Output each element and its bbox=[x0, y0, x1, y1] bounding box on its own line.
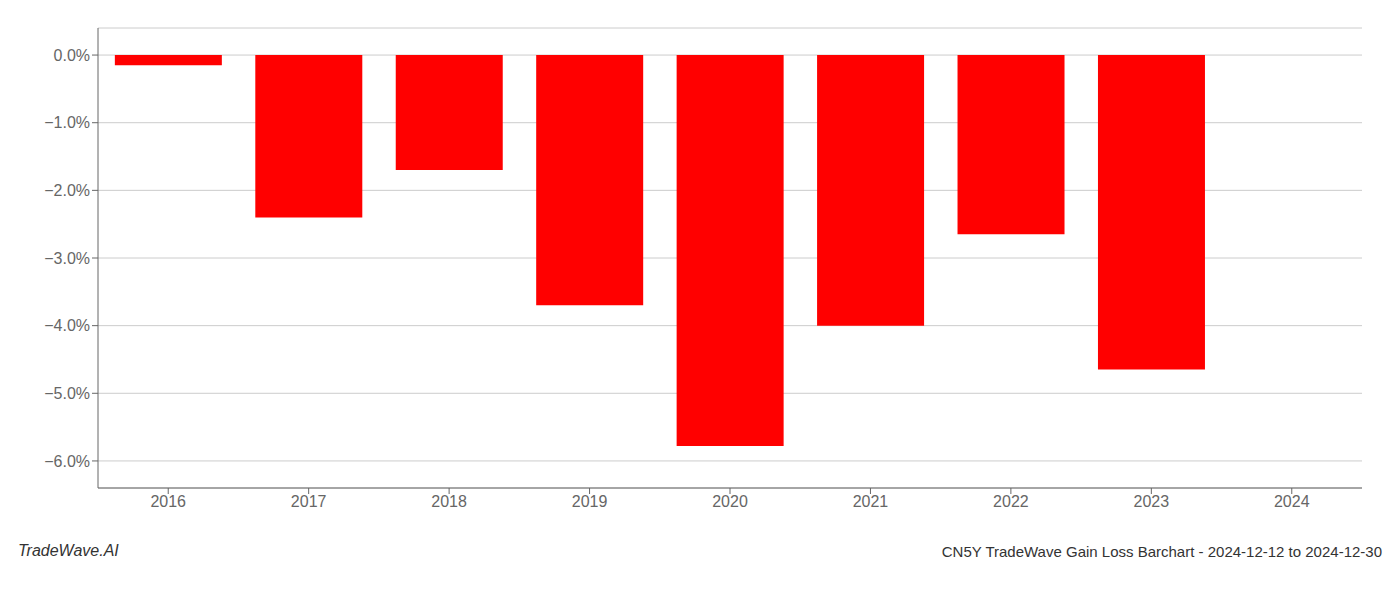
svg-text:2017: 2017 bbox=[291, 493, 327, 510]
html-text:TradeWave.AI: TradeWave.AI bbox=[18, 542, 119, 559]
svg-text:2023: 2023 bbox=[1134, 493, 1170, 510]
svg-text:−6.0%: −6.0% bbox=[44, 453, 90, 470]
svg-text:2022: 2022 bbox=[993, 493, 1029, 510]
html-text:CN5Y TradeWave Gain Loss Barch: CN5Y TradeWave Gain Loss Barchart - 2024… bbox=[941, 543, 1382, 560]
svg-text:2021: 2021 bbox=[853, 493, 889, 510]
svg-text:2019: 2019 bbox=[572, 493, 608, 510]
svg-text:−4.0%: −4.0% bbox=[44, 317, 90, 334]
svg-text:−2.0%: −2.0% bbox=[44, 182, 90, 199]
svg-text:0.0%: 0.0% bbox=[54, 47, 90, 64]
svg-text:−5.0%: −5.0% bbox=[44, 385, 90, 402]
svg-text:2016: 2016 bbox=[150, 493, 186, 510]
svg-text:2018: 2018 bbox=[431, 493, 467, 510]
svg-text:−1.0%: −1.0% bbox=[44, 114, 90, 131]
svg-text:2020: 2020 bbox=[712, 493, 748, 510]
svg-text:2024: 2024 bbox=[1274, 493, 1310, 510]
svg-text:−3.0%: −3.0% bbox=[44, 250, 90, 267]
